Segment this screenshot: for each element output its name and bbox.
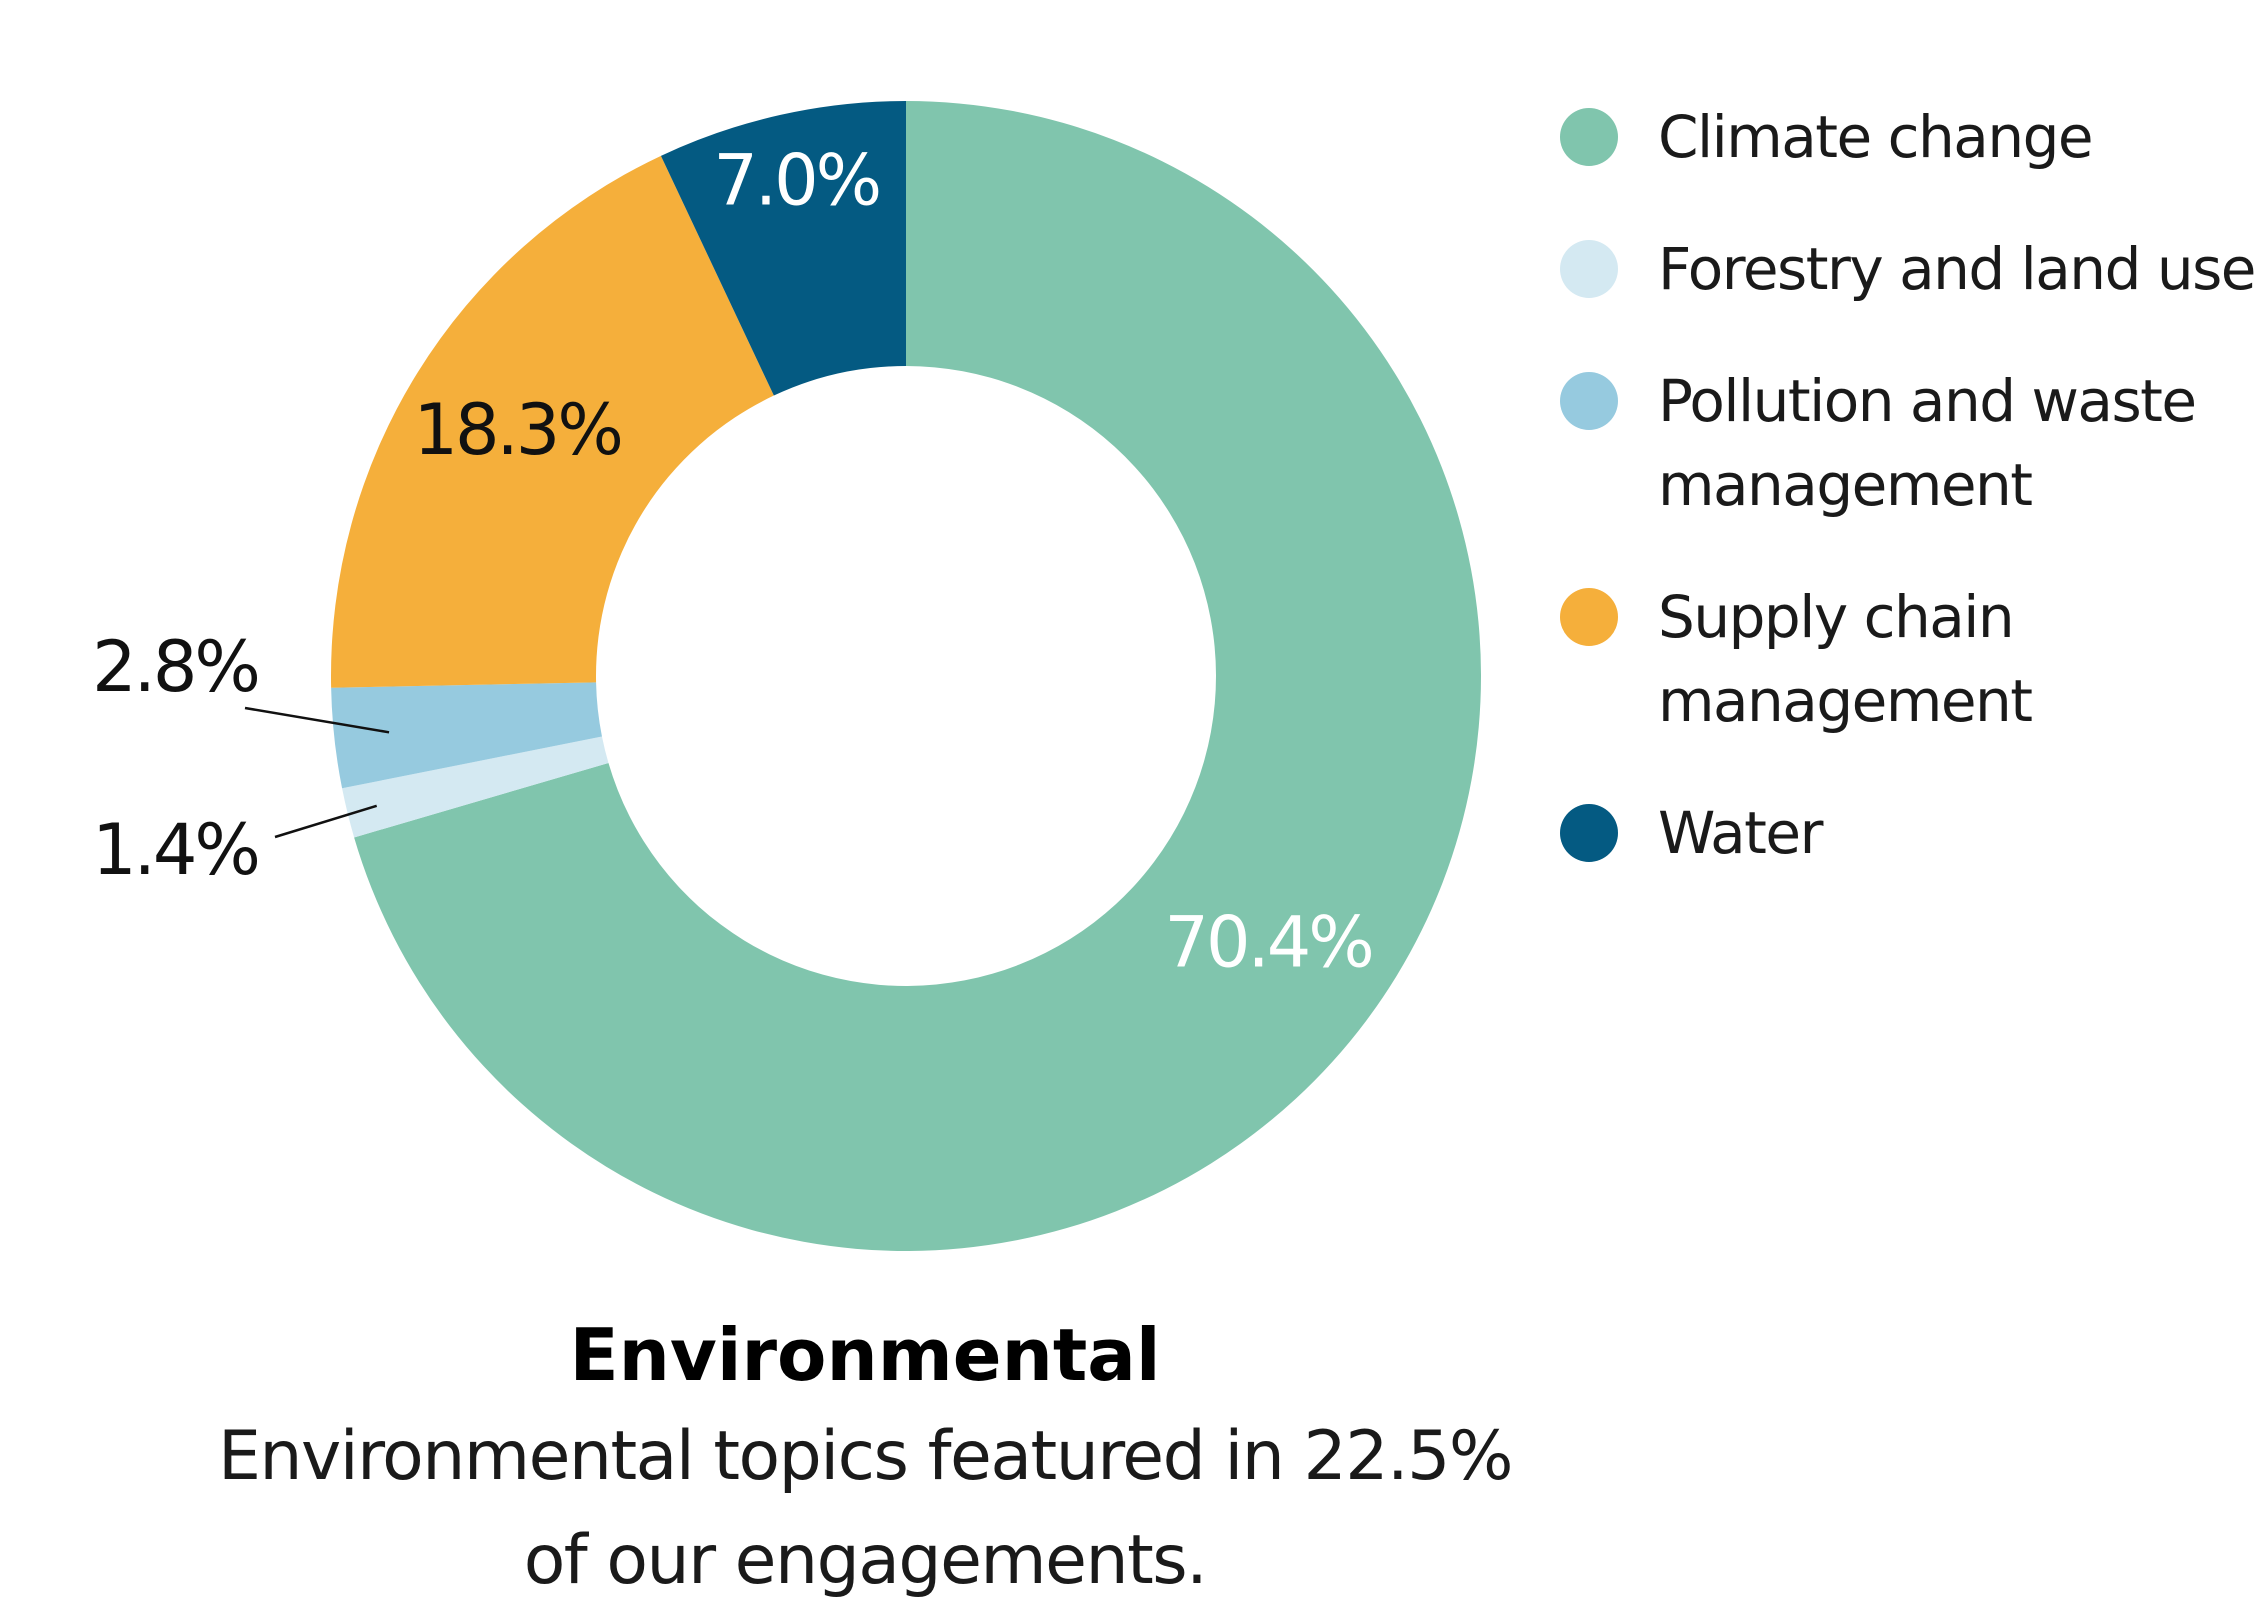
legend-swatch-pollution-waste — [1560, 372, 1618, 430]
legend-item-supply-chain: Supply chain management — [1560, 575, 2260, 743]
legend: Climate change Forestry and land use Pol… — [1560, 95, 2260, 923]
legend-swatch-supply-chain — [1560, 588, 1618, 646]
slice-supply-chain — [331, 155, 774, 688]
slice-climate-change — [354, 101, 1481, 1251]
legend-label-water: Water — [1658, 799, 1823, 867]
legend-item-forestry-land-use: Forestry and land use — [1560, 227, 2260, 311]
slice-label-climate-change: 70.4% — [1164, 901, 1371, 983]
chart-title: Environmental — [569, 1313, 1161, 1397]
slice-label-supply-chain: 18.3% — [413, 389, 620, 471]
leader-line-pollution-waste — [244, 706, 390, 734]
legend-label-forestry-land-use: Forestry and land use — [1658, 235, 2256, 303]
chart-caption: Environmental Environmental topics featu… — [0, 1305, 1730, 1613]
legend-swatch-climate-change — [1560, 108, 1618, 166]
legend-label-pollution-waste: Pollution and waste management — [1658, 367, 2197, 519]
legend-label-climate-change: Climate change — [1658, 103, 2094, 171]
legend-label-supply-chain: Supply chain management — [1658, 583, 2033, 735]
slice-label-water: 7.0% — [713, 140, 879, 222]
legend-swatch-forestry-land-use — [1560, 240, 1618, 298]
slice-water — [660, 101, 906, 396]
legend-item-pollution-waste: Pollution and waste management — [1560, 359, 2260, 527]
donut-slices — [331, 101, 1481, 1251]
legend-item-climate-change: Climate change — [1560, 95, 2260, 179]
legend-swatch-water — [1560, 804, 1618, 862]
slice-labels: 70.4% 1.4% 2.8% 18.3% 7.0% — [92, 140, 1375, 984]
slice-pollution-waste — [331, 682, 602, 789]
legend-item-water: Water — [1560, 791, 2260, 875]
slice-forestry-land-use — [342, 736, 609, 838]
slice-label-pollution-waste: 2.8% — [92, 626, 258, 708]
chart-subtitle: Environmental topics featured in 22.5% o… — [217, 1417, 1514, 1600]
leader-line-forestry-land-use — [274, 804, 378, 839]
slice-label-forestry-land-use: 1.4% — [92, 809, 258, 891]
leader-lines — [244, 706, 390, 839]
